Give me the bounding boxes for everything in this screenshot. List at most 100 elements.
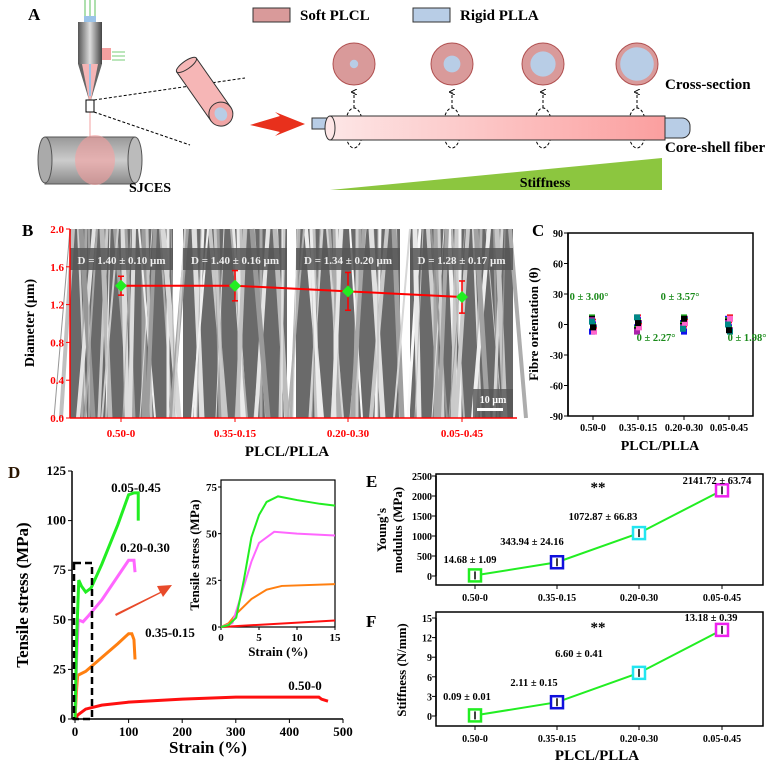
x-tick-label: 0.35-0.15 (214, 428, 257, 440)
x-tick-label: 0.50-0 (462, 593, 488, 604)
y-tick-label: 125 (47, 463, 67, 478)
y-tick-label: 30 (553, 290, 563, 301)
orientation-point (636, 324, 642, 331)
series-label: 0.50-0 (288, 678, 322, 693)
x-tick-label: 0.35-0.15 (619, 423, 657, 434)
y-tick-label: -30 (550, 351, 563, 362)
x-tick-label: 0.35-0.15 (538, 593, 576, 604)
orientation-point (725, 321, 731, 328)
y-tick-label: 1.2 (50, 300, 64, 312)
value-annotation: 0.09 ± 0.01 (443, 692, 491, 703)
chart-c-orientation: -90 -60 -30 0 30 60 90 0.50-0 0 ± 3.00° 0.35-0.15… (526, 229, 766, 454)
stress-strain-curve (73, 491, 140, 720)
inset-x-tick-label: 5 (256, 632, 262, 644)
orientation-point (680, 325, 686, 332)
x-axis-label: Strain (%) (169, 738, 247, 757)
x-tick-label: 100 (119, 724, 139, 739)
x-axis-label: PLCL/PLLA (245, 444, 329, 460)
y-tick-label: 90 (553, 229, 563, 240)
panel-label-a: A (28, 5, 41, 24)
series-line (474, 629, 723, 717)
panel-label-f: F (366, 612, 376, 631)
panel-label-c: C (532, 221, 544, 240)
y-tick-label: 0.0 (50, 413, 64, 425)
y-tick-label: 1.6 (50, 262, 64, 274)
significance-marker: ** (591, 480, 606, 496)
orientation-annotation: 0 ± 1.98° (728, 333, 767, 344)
y-tick-label: 0 (60, 711, 67, 726)
diameter-annotation: D = 1.40 ± 0.10 µm (78, 255, 166, 267)
x-tick-label: 0.50-0 (107, 428, 136, 440)
annotation-bg (410, 248, 513, 270)
y-tick-label: 12 (422, 634, 432, 645)
y-tick-label: 9 (427, 653, 432, 664)
x-tick-label: 500 (333, 724, 353, 739)
value-annotation: 14.68 ± 1.09 (443, 555, 496, 566)
stiffness-gradient-triangle (330, 158, 662, 190)
orientation-point (682, 320, 688, 327)
y-tick-label: 0 (558, 321, 563, 332)
cross-sections (332, 42, 659, 149)
cross-section-core (443, 55, 461, 73)
x-tick-label: 0.05-0.45 (703, 734, 741, 745)
value-annotation: 1072.87 ± 66.83 (569, 512, 638, 523)
legend-label-rigid-plla: Rigid PLLA (460, 8, 539, 24)
legend-swatch-rigid-plla (412, 7, 451, 23)
x-tick-label: 0.20-0.30 (620, 734, 658, 745)
data-point (456, 291, 468, 304)
y-tick-label: 15 (422, 614, 432, 625)
y-tick-label: 100 (47, 513, 67, 528)
x-tick-label: 300 (226, 724, 246, 739)
inset-y-tick-label: 50 (206, 529, 218, 541)
chart-f-stiffness: 0 3 6 9 12 15 0.50-0 0.09 ± 0.01 0.35-0.15 2.11 ±… (394, 611, 764, 764)
y-axis-label: Tensile stress (MPa) (13, 522, 32, 667)
series-line (474, 489, 723, 577)
stress-strain-curve (73, 558, 137, 720)
value-annotation: 2141.72 ± 63.74 (683, 476, 753, 487)
series-line (121, 284, 463, 299)
scale-bar-bg (473, 389, 513, 418)
y-axis-label: Diameter (µm) (23, 279, 38, 368)
y-tick-label: 75 (53, 562, 67, 577)
diameter-annotation: D = 1.40 ± 0.16 µm (191, 255, 279, 267)
cross-section-core (530, 51, 556, 77)
legend-label-soft-plcl: Soft PLCL (300, 8, 370, 24)
panel-a-schematic: A Soft PLCL Rigid PLLA (28, 0, 765, 196)
y-tick-label: -90 (550, 412, 563, 423)
y-tick-label: -60 (550, 382, 563, 393)
y-tick-label: 2000 (412, 492, 432, 503)
x-tick-label: 0.50-0 (462, 734, 488, 745)
chart-b-diameter: D = 1.40 ± 0.10 µm D = 1.40 ± 0.16 µm D = … (23, 224, 528, 460)
y-tick-label: 60 (553, 260, 563, 271)
y-tick-label: 1500 (412, 512, 432, 523)
y-tick-label: 50 (53, 612, 66, 627)
y-tick-label: 1000 (412, 532, 432, 543)
sem-fiber (393, 228, 411, 419)
x-tick-label: 0.50-0 (580, 423, 606, 434)
stiffness-label: Stiffness (520, 176, 571, 191)
data-point (115, 279, 127, 292)
value-annotation: 343.94 ± 24.16 (500, 537, 564, 548)
y-axis-label-line1: Young's (374, 508, 389, 552)
y-tick-label: 0.8 (50, 337, 64, 349)
scale-bar (477, 408, 503, 411)
data-point (229, 279, 241, 292)
y-axis-label: Fibre orientation (θ) (526, 267, 541, 380)
panel-label-b: B (22, 221, 33, 240)
x-tick-label: 200 (172, 724, 192, 739)
y-axis-label-line2: modulus (MPa) (390, 487, 405, 573)
cross-section-core (620, 47, 654, 81)
orientation-point (681, 315, 687, 322)
core-shell-fiber-label: Core-shell fiber (665, 140, 765, 156)
x-axis-label: PLCL/PLLA (555, 748, 639, 764)
significance-marker: ** (591, 620, 606, 636)
annotation-bg (70, 248, 173, 270)
stress-strain-curve (73, 695, 329, 720)
y-tick-label: 2.0 (50, 224, 64, 236)
inset-x-tick-label: 15 (330, 632, 342, 644)
value-annotation: 6.60 ± 0.41 (555, 649, 603, 660)
x-tick-label: 0.20-0.30 (665, 423, 703, 434)
red-arrow-icon (115, 585, 172, 616)
orientation-point (726, 327, 732, 334)
y-tick-label: 0 (427, 712, 432, 723)
